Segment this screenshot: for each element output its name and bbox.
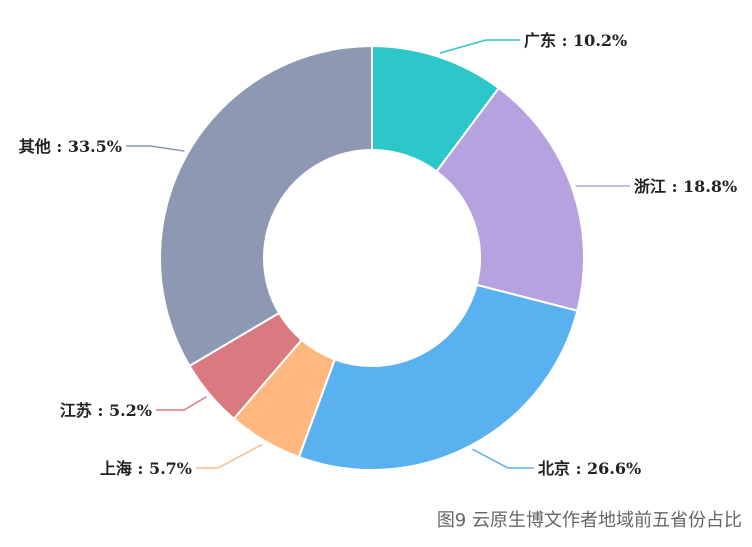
slice-label-zhejiang: 浙江 : 18.8% [634, 177, 737, 196]
figure-caption: 图9 云原生博文作者地域前五省份占比 [436, 510, 742, 531]
slices [159, 44, 585, 471]
leader-line-shanghai [196, 443, 263, 469]
slice-labels: 广东 : 10.2% 浙江 : 18.8% 北京 : 26.6% 上海 : 5.7% 江… [19, 31, 737, 478]
leader-lines [126, 39, 630, 469]
donut-chart: 广东 : 10.2% 浙江 : 18.8% 北京 : 26.6% 上海 : 5.7% 江… [19, 31, 737, 478]
slice-label-shanghai: 上海 : 5.7% [100, 459, 192, 478]
slice-zhejiang [435, 86, 585, 312]
slice-label-jiangsu: 江苏 : 5.2% [60, 401, 152, 420]
slice-label-guangdong: 广东 : 10.2% [524, 31, 627, 50]
slice-beijing [297, 283, 579, 471]
leader-line-other [126, 145, 185, 152]
leader-line-beijing [472, 448, 534, 469]
leader-line-jiangsu [156, 396, 207, 411]
leader-line-guangdong [439, 39, 520, 54]
slice-label-other: 其他 : 33.5% [19, 137, 122, 156]
slice-other [159, 44, 373, 368]
slice-label-beijing: 北京 : 26.6% [538, 459, 641, 478]
